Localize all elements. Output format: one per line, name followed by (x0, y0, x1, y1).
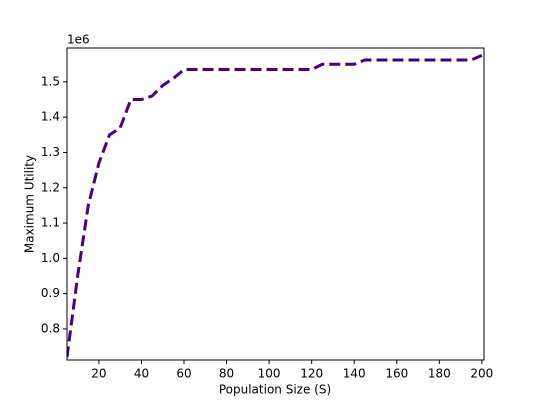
y-tick-label: 0.8 (41, 321, 60, 335)
y-offset-label: 1e6 (67, 33, 90, 47)
x-axis-label: Population Size (S) (219, 383, 331, 397)
y-tick-label: 1.3 (41, 145, 60, 159)
data-line (67, 54, 483, 358)
y-axis-label: Maximum Utility (23, 155, 37, 253)
x-tick-label: 200 (470, 367, 493, 381)
y-tick-label: 1.2 (41, 180, 60, 194)
y-tick-label: 1.1 (41, 216, 60, 230)
x-tick-label: 60 (176, 367, 191, 381)
x-tick-label: 80 (219, 367, 234, 381)
x-tick-label: 20 (91, 367, 106, 381)
y-tick-label: 1.5 (41, 74, 60, 88)
x-tick-label: 40 (134, 367, 149, 381)
y-tick-label: 1.0 (41, 251, 60, 265)
x-tick-label: 160 (385, 367, 408, 381)
y-tick-label: 0.9 (41, 286, 60, 300)
x-tick-label: 120 (300, 367, 323, 381)
x-tick-label: 140 (343, 367, 366, 381)
x-tick-label: 100 (258, 367, 281, 381)
x-tick-label: 180 (428, 367, 451, 381)
plot-frame (66, 47, 485, 361)
y-tick-label: 1.4 (41, 110, 60, 124)
